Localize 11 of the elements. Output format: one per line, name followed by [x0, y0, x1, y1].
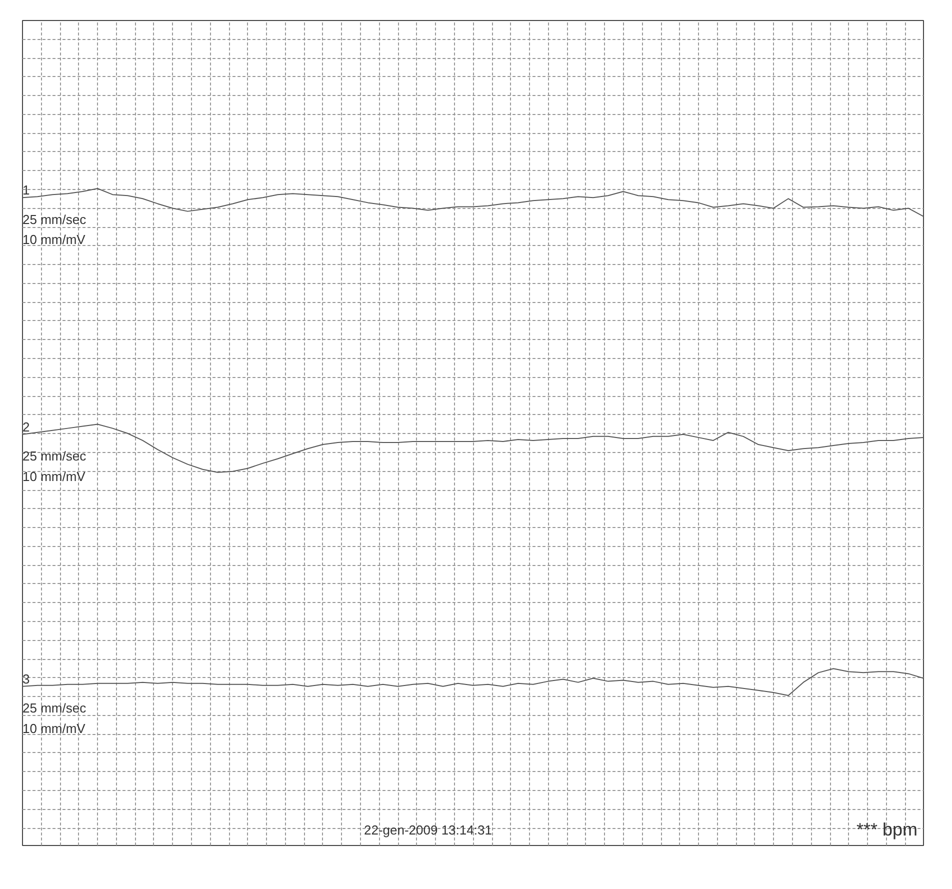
text: 25 mm/sec — [22, 700, 87, 716]
annotation: 25 mm/sec — [22, 212, 87, 227]
series-label: 3 — [22, 671, 30, 686]
series-label: 2 — [22, 419, 30, 434]
text: 22-gen-2009 13:14:31 — [364, 822, 492, 838]
annotation: 25 mm/sec — [22, 448, 87, 464]
annotation: 10 mm/mV — [22, 468, 86, 484]
series-label: 1 — [22, 182, 30, 198]
text: 10 mm/mV — [22, 720, 86, 736]
text: *** bpm — [856, 820, 918, 840]
annotation: 10 mm/mV — [22, 232, 86, 248]
